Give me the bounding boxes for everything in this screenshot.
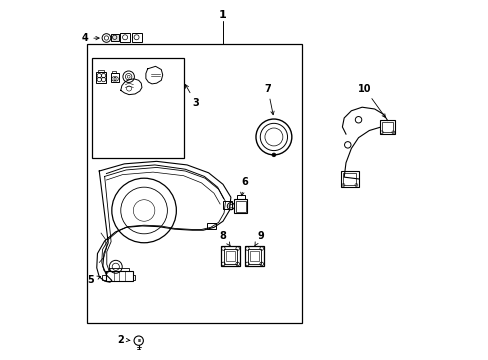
Bar [249,251,259,261]
Bar [343,173,356,185]
Bar [247,249,261,264]
Bar [96,72,106,83]
Bar [120,33,130,42]
Bar [221,246,239,266]
Bar [110,34,119,41]
Bar [244,246,264,266]
Bar [105,271,132,281]
Bar [206,223,215,229]
Circle shape [271,153,275,157]
Text: 6: 6 [240,177,247,196]
Bar [92,58,183,158]
Bar [98,70,104,72]
Text: 7: 7 [264,84,274,115]
Bar [379,121,394,134]
Bar [110,73,119,82]
Bar [236,195,244,199]
Bar [341,171,358,187]
Bar [235,201,245,212]
Bar [109,267,129,271]
Text: 1: 1 [219,10,226,21]
Bar [225,251,235,261]
Bar [102,275,105,280]
Bar [234,199,247,213]
Bar [131,33,142,42]
Bar [132,275,135,280]
Text: 9: 9 [254,231,264,246]
Bar [223,249,237,264]
Text: 3: 3 [185,85,199,108]
Text: 8: 8 [219,231,230,246]
Bar [112,71,116,73]
Bar [381,122,392,132]
Bar [223,201,231,209]
Text: 10: 10 [357,84,385,117]
Text: 4: 4 [81,33,99,43]
Text: 5: 5 [87,275,101,285]
Text: 2: 2 [117,334,130,345]
Bar [86,44,301,323]
